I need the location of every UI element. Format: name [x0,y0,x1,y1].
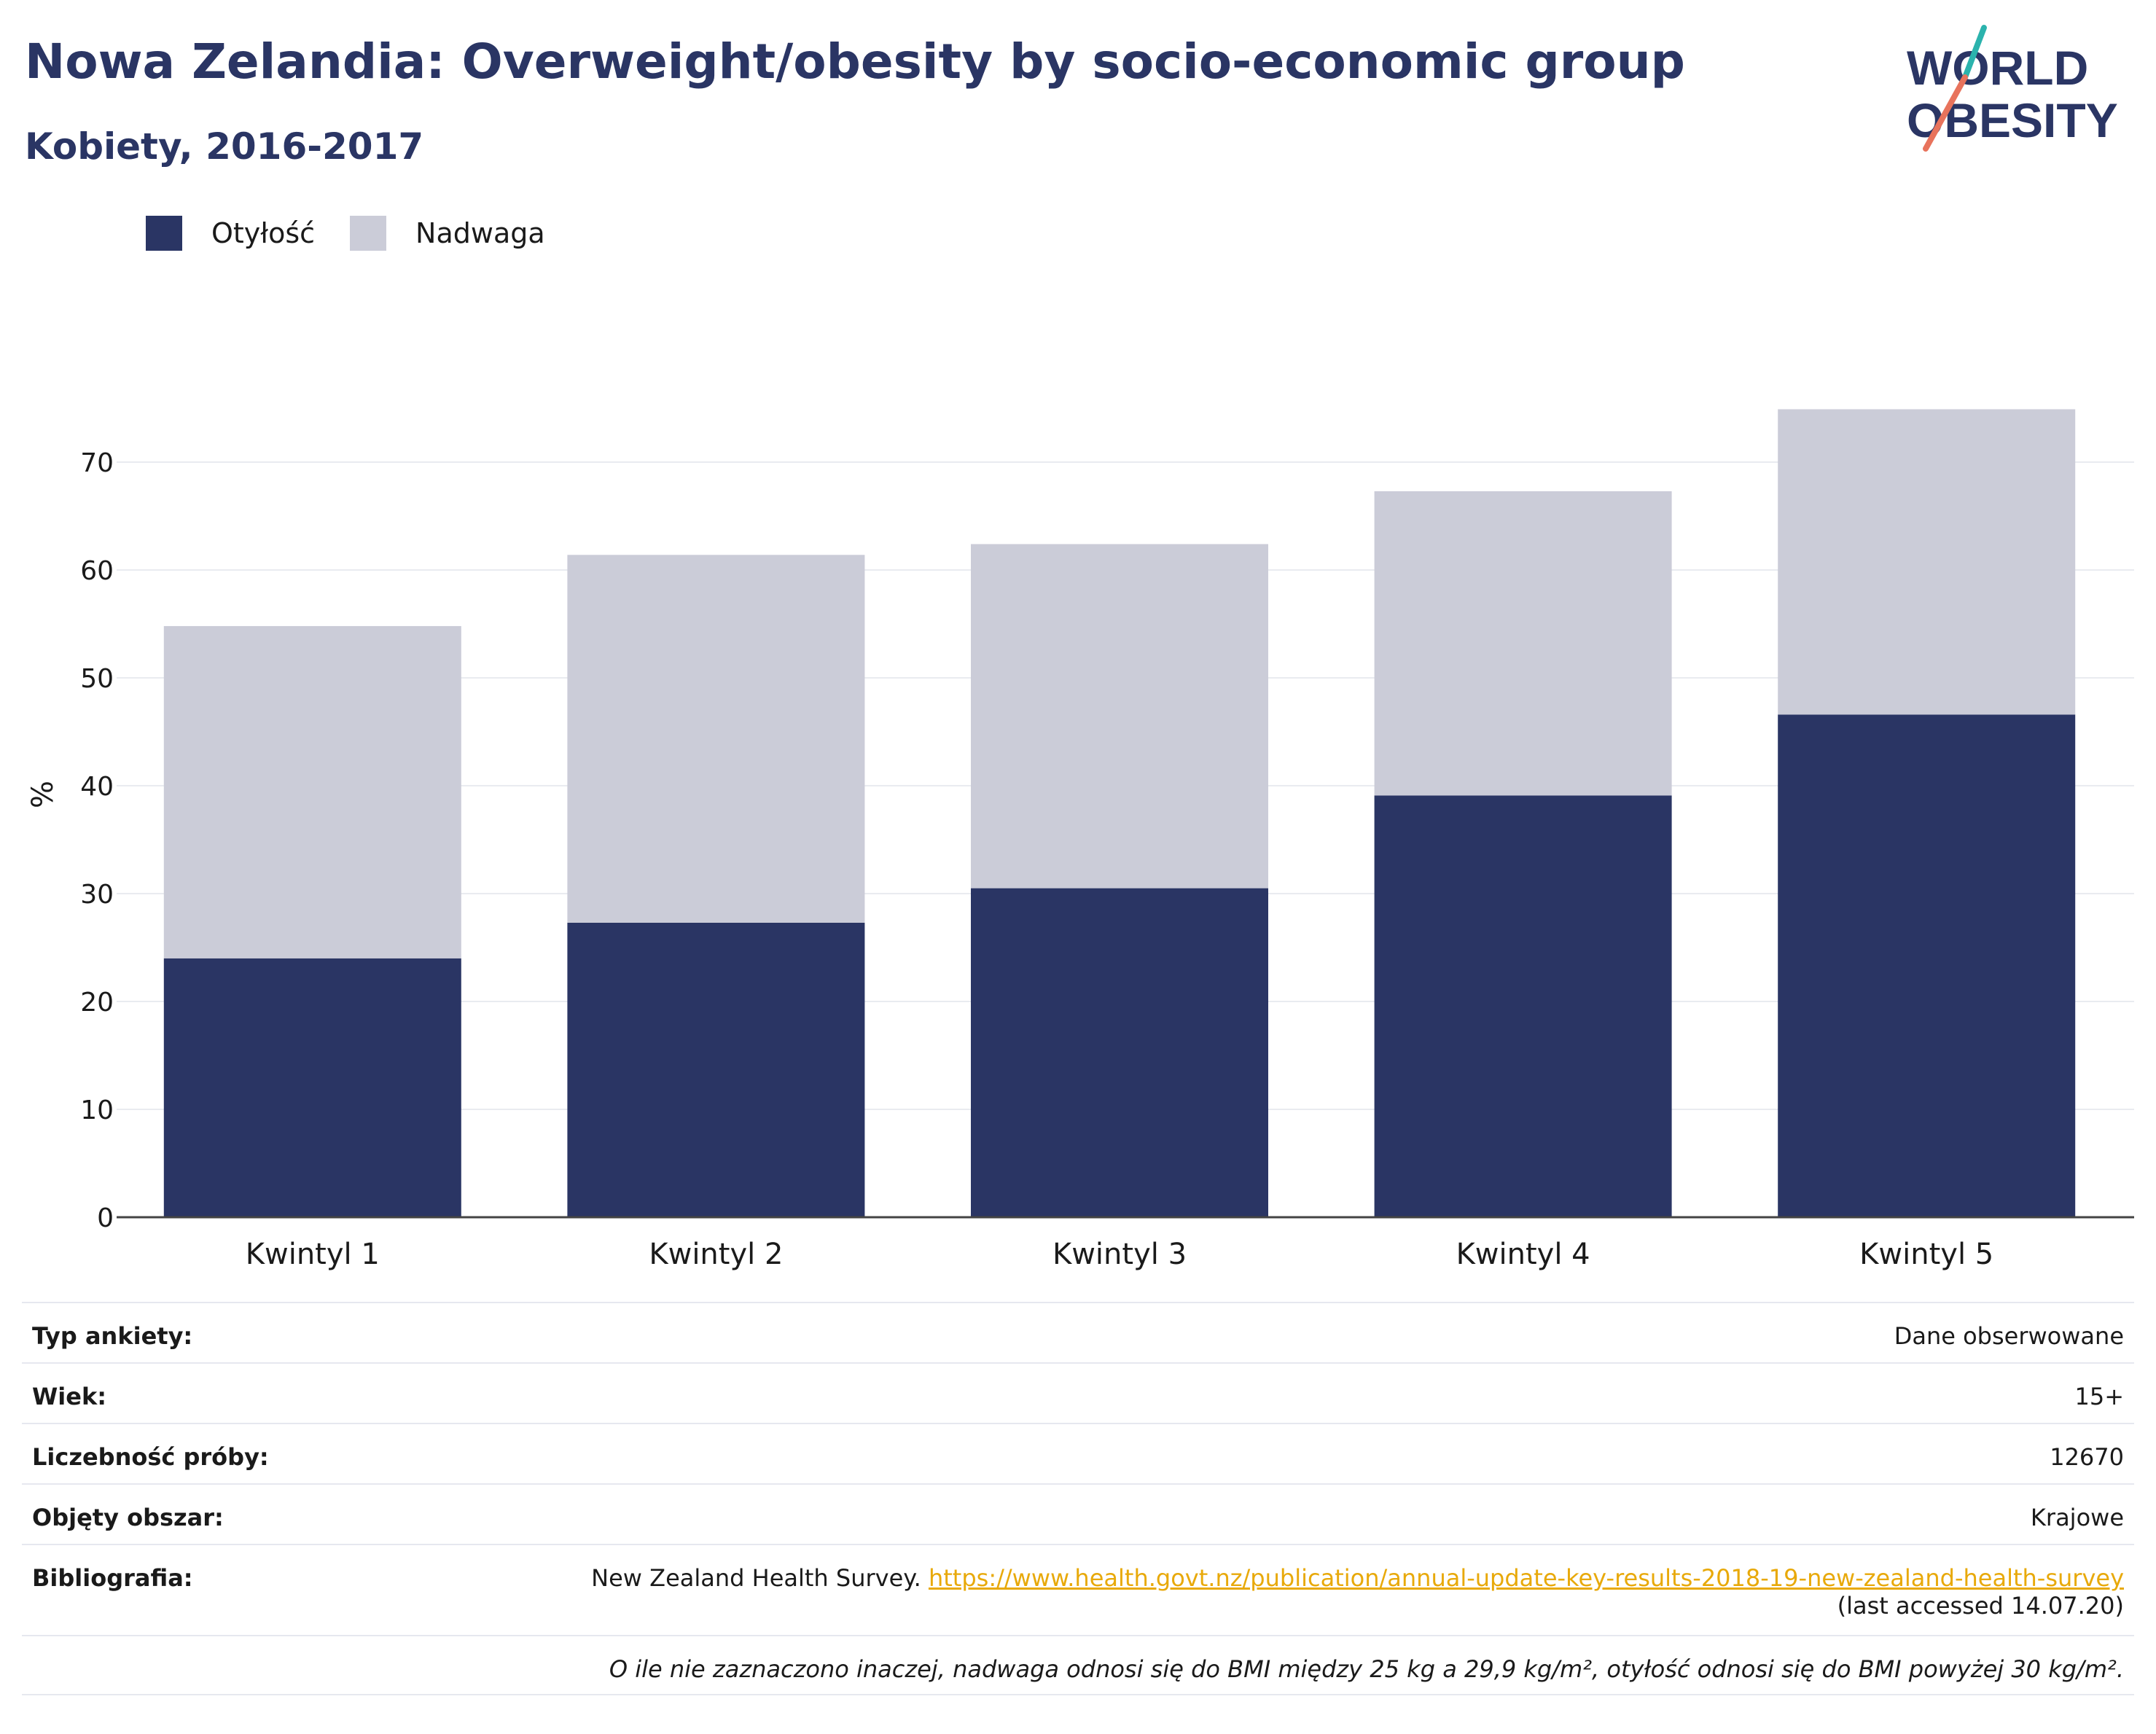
metadata-table: Typ ankiety: Dane obserwowane Wiek: 15+ … [22,1302,2134,1695]
legend-label-obesity: Otyłość [211,217,316,249]
meta-value-area: Krajowe [2030,1504,2124,1531]
y-tick-label-60: 60 [80,556,114,586]
world-obesity-logo: WORLD OBESITY [1902,20,2143,162]
meta-key-survey-type: Typ ankiety: [32,1322,193,1350]
bar-obesity-3[interactable] [971,888,1268,1217]
legend-swatch-overweight [350,216,387,251]
meta-row-area: Objęty obszar: Krajowe [22,1483,2134,1544]
chart-subtitle: Kobiety, 2016-2017 [25,125,424,168]
y-tick-label-0: 0 [97,1203,114,1233]
legend: Otyłość Nadwaga [146,216,580,251]
bar-overweight-5[interactable] [1778,409,2076,715]
x-tick-label-5: Kwintyl 5 [1859,1238,1993,1271]
meta-value-age: 15+ [2074,1383,2124,1410]
chart-title: Nowa Zelandia: Overweight/obesity by soc… [25,34,1685,90]
legend-swatch-obesity [146,216,182,251]
legend-item-overweight[interactable]: Nadwaga [350,216,545,251]
legend-label-overweight: Nadwaga [415,217,545,249]
bibliography-source: New Zealand Health Survey. [591,1564,921,1592]
y-tick-label-30: 30 [80,880,114,910]
bar-overweight-4[interactable] [1374,491,1672,796]
meta-value-sample-size: 12670 [2050,1443,2124,1471]
meta-value-survey-type: Dane obserwowane [1894,1322,2124,1350]
y-tick-label-20: 20 [80,988,114,1018]
meta-key-bibliography: Bibliografia: [32,1564,193,1592]
bar-overweight-2[interactable] [567,555,865,923]
x-tick-label-1: Kwintyl 1 [246,1238,380,1271]
meta-key-sample-size: Liczebność próby: [32,1443,269,1471]
meta-row-sample-size: Liczebność próby: 12670 [22,1423,2134,1483]
logo-slash-coral [1923,74,1968,152]
x-tick-label-4: Kwintyl 4 [1456,1238,1590,1271]
y-tick-label-70: 70 [80,448,114,478]
bibliography-accessed: (last accessed 14.07.20) [1837,1592,2124,1620]
x-tick-label-2: Kwintyl 2 [649,1238,783,1271]
bar-obesity-1[interactable] [163,958,461,1217]
bar-overweight-3[interactable] [971,544,1268,889]
bar-overweight-1[interactable] [163,625,461,958]
logo-line-1: WORLD [1907,41,2088,95]
meta-key-age: Wiek: [32,1383,107,1410]
meta-row-survey-type: Typ ankiety: Dane obserwowane [22,1302,2134,1362]
x-tick-label-3: Kwintyl 3 [1052,1238,1187,1271]
meta-row-bibliography: Bibliografia: New Zealand Health Survey.… [22,1544,2134,1635]
y-tick-label-10: 10 [80,1096,114,1125]
y-tick-label-40: 40 [80,772,114,802]
bibliography-link[interactable]: https://www.health.govt.nz/publication/a… [928,1564,2124,1592]
meta-key-area: Objęty obszar: [32,1504,224,1531]
bar-obesity-4[interactable] [1374,795,1672,1217]
stacked-bar-chart: 0 10 20 30 40 50 60 70% Kwintyl 1 Kwintyl 2 Kwinty… [26,409,2134,1271]
y-tick-label-50: 50 [80,664,114,694]
bar-obesity-5[interactable] [1778,714,2076,1217]
logo-slash-teal [1962,25,1987,80]
bar-obesity-2[interactable] [567,922,865,1217]
definition-note: O ile nie zaznaczono inaczej, nadwaga od… [22,1635,2134,1695]
meta-row-age: Wiek: 15+ [22,1362,2134,1423]
y-axis-label: % [26,781,60,808]
legend-item-obesity[interactable]: Otyłość [146,216,315,251]
meta-value-bibliography: New Zealand Health Survey. https://www.h… [591,1564,2124,1635]
